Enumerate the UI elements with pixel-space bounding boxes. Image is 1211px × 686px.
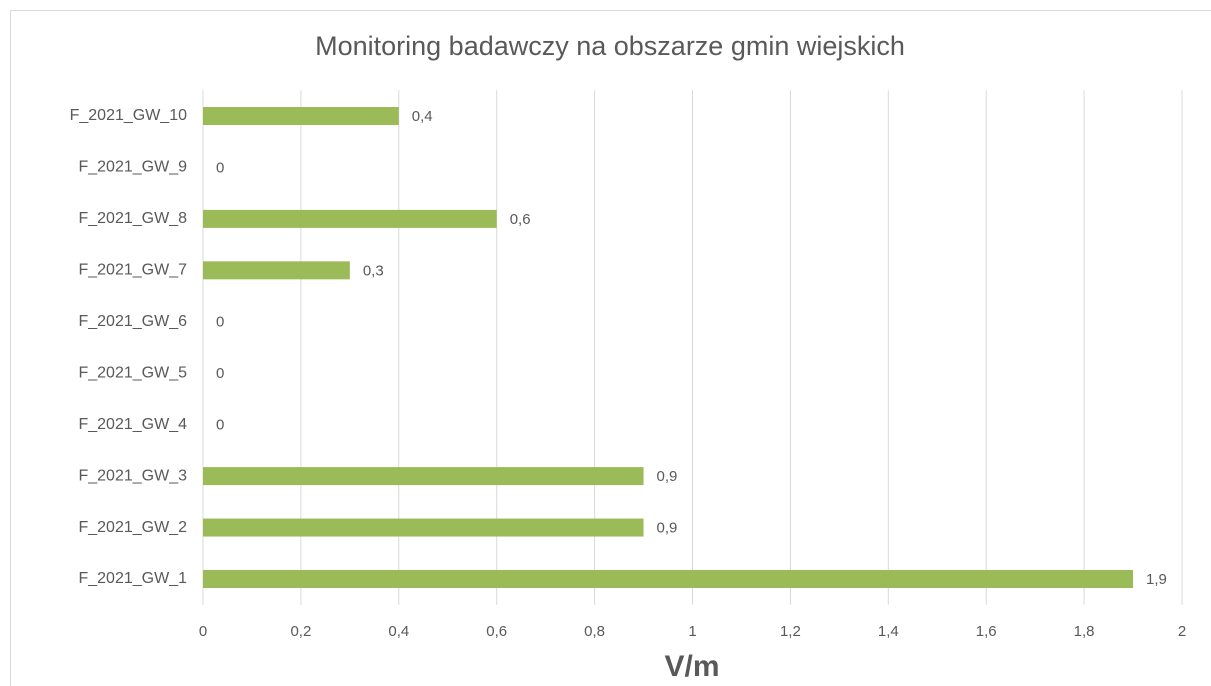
data-label: 0 bbox=[216, 417, 224, 434]
bar bbox=[203, 209, 497, 228]
y-tick-label: F_2021_GW_3 bbox=[78, 467, 187, 484]
x-tick-label: 0,8 bbox=[584, 623, 605, 640]
x-tick-label: 1,8 bbox=[1074, 623, 1095, 640]
data-label: 0 bbox=[216, 159, 224, 176]
x-tick-label: 0,6 bbox=[486, 623, 507, 640]
x-tick-label: 2 bbox=[1178, 623, 1186, 640]
data-label: 0 bbox=[216, 314, 224, 331]
data-label: 0,4 bbox=[412, 108, 433, 125]
x-tick-label: 1,6 bbox=[976, 623, 997, 640]
x-tick-label: 1,4 bbox=[878, 623, 899, 640]
x-tick-label: 0,2 bbox=[290, 623, 311, 640]
bar bbox=[203, 518, 644, 537]
y-tick-label: F_2021_GW_10 bbox=[70, 107, 188, 124]
x-tick-label: 0 bbox=[199, 623, 207, 640]
y-tick-label: F_2021_GW_2 bbox=[78, 519, 187, 536]
data-label: 0,3 bbox=[363, 262, 384, 279]
data-label: 1,9 bbox=[1146, 571, 1167, 588]
data-label: 0 bbox=[216, 365, 224, 382]
x-tick-label: 0,4 bbox=[388, 623, 409, 640]
bar bbox=[203, 261, 350, 280]
bar bbox=[203, 569, 1134, 588]
chart-title: Monitoring badawczy na obszarze gmin wie… bbox=[315, 31, 905, 61]
data-label: 0,9 bbox=[657, 520, 678, 537]
y-tick-label: F_2021_GW_6 bbox=[78, 313, 187, 330]
data-label: 0,6 bbox=[510, 211, 531, 228]
y-tick-label: F_2021_GW_8 bbox=[78, 210, 187, 227]
y-tick-label: F_2021_GW_4 bbox=[78, 416, 187, 433]
y-tick-label: F_2021_GW_1 bbox=[78, 570, 187, 587]
chart-border bbox=[10, 10, 1211, 686]
data-label: 0,9 bbox=[657, 468, 678, 485]
bar bbox=[203, 467, 644, 486]
bar bbox=[203, 107, 399, 126]
y-tick-label: F_2021_GW_5 bbox=[78, 364, 187, 381]
x-tick-label: 1,2 bbox=[780, 623, 801, 640]
x-tick-label: 1 bbox=[688, 623, 696, 640]
x-axis-title: V/m bbox=[664, 650, 719, 683]
y-tick-label: F_2021_GW_7 bbox=[78, 262, 187, 279]
y-tick-label: F_2021_GW_9 bbox=[78, 159, 187, 176]
